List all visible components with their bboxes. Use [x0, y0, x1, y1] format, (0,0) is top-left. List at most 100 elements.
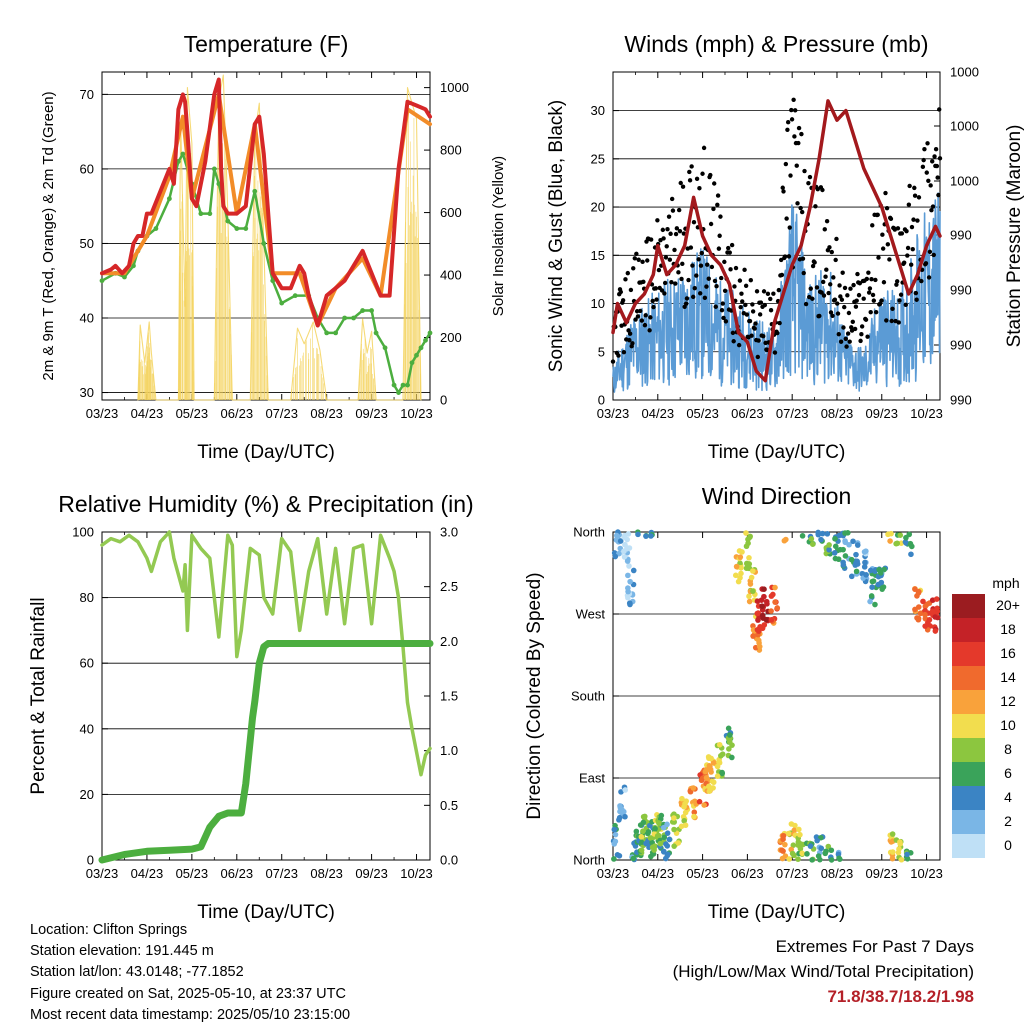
direction-point: [832, 543, 839, 550]
gust-point: [930, 159, 935, 164]
gust-point: [752, 326, 757, 331]
plot-frame-2: [101, 531, 431, 861]
y-axis-label-3: Direction (Colored By Speed): [524, 572, 545, 819]
gust-point: [648, 237, 654, 242]
elevation-text: Station elevation: 191.445 m: [30, 943, 214, 960]
x-tick-label-1-3: 06/23: [731, 406, 764, 421]
gust-point: [787, 225, 792, 230]
legend-label-2: 16: [1000, 645, 1016, 661]
gust-point: [814, 285, 820, 290]
direction-point: [894, 540, 901, 547]
y-tick-label-1-1: 5: [598, 344, 605, 359]
gust-point: [775, 330, 780, 336]
direction-point: [780, 836, 786, 843]
legend-swatch-8: [952, 786, 985, 810]
gust-point: [822, 227, 827, 232]
gust-point: [717, 233, 722, 238]
direction-point: [814, 837, 820, 844]
gust-point: [665, 227, 670, 232]
direction-point: [795, 856, 801, 862]
gust-point: [821, 279, 826, 285]
direction-point: [823, 848, 829, 855]
gust-point: [821, 293, 827, 298]
x-tick-label-2-4: 07/23: [265, 866, 298, 881]
gust-point: [645, 258, 650, 263]
direction-point: [666, 836, 673, 843]
direction-point: [763, 616, 770, 623]
gust-point: [756, 338, 761, 343]
x-tick-label-2-2: 05/23: [176, 866, 209, 881]
gust-point: [628, 287, 634, 293]
legend-label-5: 10: [1000, 717, 1016, 733]
gust-point: [914, 297, 919, 302]
gust-point: [904, 228, 909, 234]
direction-point: [904, 851, 910, 858]
gust-point: [844, 344, 849, 349]
direction-point: [616, 853, 623, 859]
gust-point: [754, 289, 760, 294]
dewpoint-point: [342, 315, 348, 321]
legend-swatch-9: [952, 810, 985, 834]
direction-point: [922, 603, 929, 610]
gust-point: [772, 350, 778, 355]
x-tick-label-0-2: 05/23: [176, 406, 209, 421]
x-tick-label-0-1: 04/23: [131, 406, 164, 421]
direction-point: [706, 783, 712, 790]
gust-point: [663, 255, 669, 260]
direction-point: [621, 548, 627, 555]
direction-point: [612, 553, 619, 560]
gust-point: [677, 228, 683, 234]
direction-point: [853, 568, 860, 575]
y2-tick-label-2-4: 2.0: [440, 634, 458, 649]
direction-point: [920, 598, 926, 605]
direction-point: [848, 573, 855, 580]
direction-point: [799, 533, 806, 539]
x-tick-label-1-1: 04/23: [642, 406, 675, 421]
gust-point: [899, 231, 905, 236]
dewpoint-point: [373, 330, 379, 336]
direction-point: [681, 817, 688, 824]
dewpoint-point: [369, 308, 374, 313]
direction-point: [747, 581, 754, 587]
direction-point: [719, 770, 726, 777]
gust-point: [789, 107, 794, 113]
direction-point: [875, 581, 882, 588]
gust-point: [714, 283, 719, 289]
direction-point: [854, 542, 861, 548]
gust-point: [761, 333, 766, 339]
gust-point: [655, 218, 660, 223]
y-axis-label-1: Sonic Wind & Gust (Blue, Black): [546, 100, 567, 372]
direction-point: [789, 850, 796, 857]
gust-point: [749, 333, 754, 338]
x-axis-label-2: Time (Day/UTC): [197, 902, 335, 923]
gust-point: [726, 245, 731, 251]
direction-point: [733, 563, 740, 570]
gust-point: [796, 125, 802, 131]
gust-point: [854, 298, 859, 303]
direction-point: [633, 828, 640, 835]
chart-title-2: Relative Humidity (%) & Precipitation (i…: [58, 491, 473, 517]
y-tick-label-1-2: 10: [591, 296, 605, 311]
direction-point: [743, 543, 750, 550]
gust-point: [812, 260, 817, 265]
gust-point: [888, 216, 894, 222]
gust-point: [729, 242, 735, 248]
gust-point: [823, 274, 828, 279]
direction-point: [768, 608, 774, 614]
gust-point: [784, 216, 789, 221]
series-station-pressure: [611, 99, 942, 383]
gust-point: [894, 279, 900, 284]
direction-point: [848, 556, 855, 563]
gust-point: [912, 185, 917, 191]
gust-point: [783, 161, 789, 167]
y-tick-label-3-4: North: [573, 853, 605, 868]
gust-point: [852, 326, 858, 332]
direction-point: [832, 535, 838, 542]
y2-tick-label-0-4: 800: [440, 143, 462, 158]
gust-point: [711, 206, 716, 212]
gust-point: [668, 231, 673, 236]
gust-point: [618, 289, 623, 295]
direction-point: [630, 855, 637, 862]
direction-point: [772, 584, 778, 591]
direction-point: [902, 539, 909, 545]
